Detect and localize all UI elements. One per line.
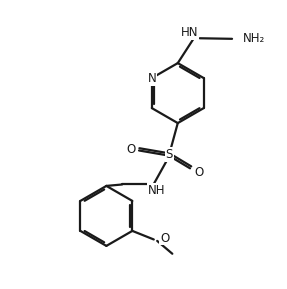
Text: O: O: [127, 143, 136, 156]
Text: S: S: [166, 148, 173, 161]
Text: HN: HN: [181, 26, 198, 39]
Text: O: O: [195, 166, 204, 179]
Text: O: O: [160, 231, 169, 244]
Text: N: N: [148, 72, 156, 85]
Text: NH: NH: [148, 184, 165, 197]
Text: NH₂: NH₂: [243, 32, 265, 45]
